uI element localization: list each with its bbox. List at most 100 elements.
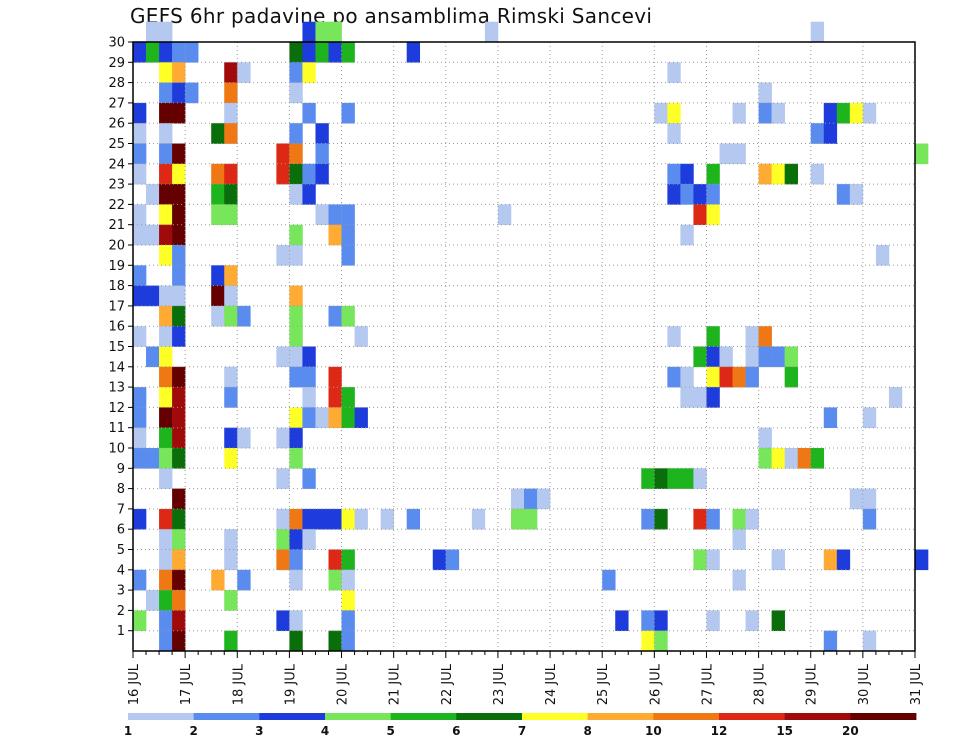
heatmap-cell xyxy=(706,366,720,388)
heatmap-cell xyxy=(172,610,186,631)
heatmap-cell xyxy=(172,448,186,469)
heatmap-cell xyxy=(289,123,303,144)
heatmap-cell xyxy=(172,508,186,530)
heatmap-cell xyxy=(172,224,186,246)
heatmap-cell xyxy=(289,366,303,388)
heatmap-cell xyxy=(159,346,173,368)
heatmap-cell xyxy=(289,569,303,591)
y-tick-label: 27 xyxy=(108,96,125,111)
x-tick-label: 25 JUL xyxy=(596,663,611,705)
legend-label: 3 xyxy=(255,724,263,738)
heatmap-cell xyxy=(276,346,290,368)
y-tick-label: 20 xyxy=(108,239,125,254)
y-tick-label: 13 xyxy=(108,381,125,396)
heatmap-cell xyxy=(289,407,303,428)
heatmap-cell xyxy=(133,123,147,144)
heatmap-cell xyxy=(693,387,707,408)
heatmap-cell xyxy=(224,204,238,225)
heatmap-cell xyxy=(159,102,173,124)
heatmap-cell xyxy=(133,448,147,469)
heatmap-cell xyxy=(445,549,460,571)
heatmap-cell xyxy=(146,21,160,43)
heatmap-cell xyxy=(341,204,355,225)
heatmap-cell xyxy=(537,488,551,510)
heatmap-cell xyxy=(302,184,316,205)
heatmap-cell xyxy=(341,305,355,327)
legend-swatch xyxy=(193,713,260,720)
heatmap-cell xyxy=(224,549,238,571)
heatmap-cell xyxy=(693,549,707,571)
heatmap-cell xyxy=(302,468,316,489)
heatmap-cell xyxy=(693,468,707,489)
heatmap-cell xyxy=(680,163,694,185)
heatmap-cell xyxy=(654,508,668,530)
heatmap-cell xyxy=(524,508,538,530)
y-tick-label: 6 xyxy=(117,523,125,538)
heatmap-cell xyxy=(341,224,355,246)
heatmap-cell xyxy=(706,326,720,347)
heatmap-cell xyxy=(289,245,303,266)
heatmap-cell xyxy=(354,326,368,347)
heatmap-cell xyxy=(133,143,147,165)
x-axis: 16 JUL 17 JUL 18 JUL 19 JUL 20 JUL 21 JUL 22 J… xyxy=(127,651,924,705)
heatmap-cell xyxy=(680,468,694,489)
heatmap-cell xyxy=(133,326,147,347)
heatmap-cell xyxy=(159,326,173,347)
y-tick-label: 26 xyxy=(108,117,125,132)
heatmap-cell xyxy=(667,366,681,388)
heatmap-cell xyxy=(146,184,160,205)
heatmap-cell xyxy=(810,163,825,185)
heatmap-cell xyxy=(771,163,785,185)
heatmap-cell xyxy=(302,346,316,368)
heatmap-cell xyxy=(732,143,746,165)
heatmap-cell xyxy=(758,102,772,124)
heatmap-cell xyxy=(237,62,251,83)
heatmap-cell xyxy=(667,62,681,83)
heatmap-cell xyxy=(328,305,342,327)
y-tick-label: 9 xyxy=(117,462,125,477)
heatmap-cell xyxy=(276,508,290,530)
heatmap-cell xyxy=(797,448,812,469)
heatmap-cell xyxy=(172,387,186,408)
heatmap-cell xyxy=(823,630,838,652)
heatmap-cell xyxy=(159,407,173,428)
heatmap-cell xyxy=(133,224,147,246)
heatmap-cell xyxy=(862,508,877,530)
heatmap-cell xyxy=(289,285,303,307)
heatmap-cell xyxy=(172,427,186,449)
y-tick-label: 15 xyxy=(108,340,125,355)
heatmap-cell xyxy=(706,387,720,408)
legend-label: 4 xyxy=(321,724,329,738)
y-tick-label: 3 xyxy=(117,584,125,599)
heatmap-cell xyxy=(172,488,186,510)
color-legend: 1 2 3 4 5 6 7 8 10 12 15 20 xyxy=(124,713,917,738)
heatmap-cell xyxy=(758,82,772,104)
heatmap-cell xyxy=(289,143,303,165)
heatmap-cell xyxy=(315,407,329,428)
heatmap-cell xyxy=(315,508,329,530)
heatmap-cell xyxy=(849,488,864,510)
heatmap-cell xyxy=(810,21,825,43)
heatmap-cell xyxy=(276,245,290,266)
heatmap-cell xyxy=(159,305,173,327)
heatmap-cell xyxy=(810,123,825,144)
heatmap-cell xyxy=(289,326,303,347)
heatmap-cell xyxy=(172,630,186,652)
heatmap-cell xyxy=(667,123,681,144)
heatmap-cell xyxy=(289,305,303,327)
heatmap-cell xyxy=(159,123,173,144)
heatmap-cell xyxy=(224,427,238,449)
heatmap-cell xyxy=(133,407,147,428)
heatmap-cell xyxy=(302,529,316,550)
heatmap-cell xyxy=(133,387,147,408)
heatmap-cell xyxy=(159,468,173,489)
heatmap-cell xyxy=(224,590,238,611)
heatmap-cell xyxy=(915,549,929,571)
heatmap-cell xyxy=(706,549,720,571)
legend-swatch xyxy=(390,713,457,720)
heatmap-cell xyxy=(693,508,707,530)
heatmap-cell xyxy=(172,265,186,286)
heatmap-cell xyxy=(771,448,785,469)
heatmap-cell xyxy=(315,21,329,43)
heatmap-cell xyxy=(341,387,355,408)
